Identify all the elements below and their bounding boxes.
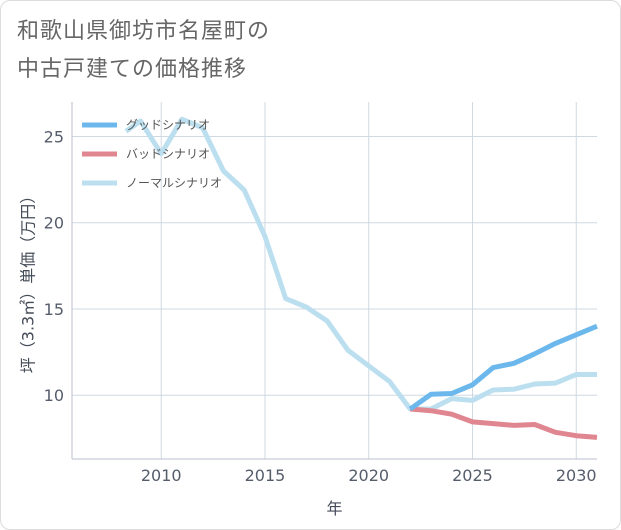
plot-area [72, 102, 597, 459]
x-tick-label-2020: 2020 [348, 466, 389, 485]
y-tick-label-20: 20 [44, 214, 64, 233]
plot-background [72, 102, 597, 459]
x-tick-label-2015: 2015 [245, 466, 286, 485]
y-tick-label-15: 15 [44, 300, 64, 319]
y-tick-label-10: 10 [44, 386, 64, 405]
chart-title-line-1: 和歌山県御坊市名屋町の [17, 19, 271, 44]
legend-label-3: ノーマルシナリオ [126, 176, 222, 190]
series-line-1 [408, 323, 598, 412]
x-axis-title: 年 [326, 499, 342, 518]
x-tick-label-2030: 2030 [556, 466, 597, 485]
grid-lines [71, 102, 597, 460]
chart-title-line-2: 中古戸建ての価格推移 [17, 57, 248, 82]
y-tick-label-25: 25 [44, 127, 64, 146]
legend-label-1: グッドシナリオ [126, 118, 210, 132]
series-line-3 [124, 116, 597, 412]
y-axis-title: 坪（3.3㎡）単価（万円） [19, 188, 38, 373]
series-lines [124, 116, 598, 440]
chart-title: 和歌山県御坊市名屋町の 中古戸建ての価格推移 [17, 13, 270, 89]
series-line-2 [409, 406, 598, 440]
x-tick-label-2025: 2025 [452, 466, 493, 485]
legend-label-2: バッドシナリオ [126, 147, 210, 161]
x-tick-label-2010: 2010 [141, 466, 182, 485]
